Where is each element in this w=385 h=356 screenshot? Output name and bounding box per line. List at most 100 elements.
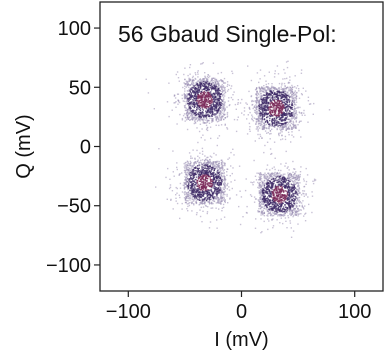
data-point	[269, 174, 271, 177]
data-point	[187, 195, 189, 197]
data-point	[208, 93, 211, 95]
data-point	[281, 113, 284, 116]
data-point	[212, 100, 215, 102]
data-point	[274, 201, 276, 204]
data-point	[202, 83, 205, 85]
data-point	[204, 103, 206, 106]
data-point	[198, 115, 200, 118]
data-point	[304, 205, 306, 207]
data-point	[262, 174, 265, 176]
data-point	[153, 108, 155, 110]
data-point	[226, 106, 228, 108]
data-point	[221, 165, 223, 167]
data-point	[285, 110, 287, 112]
data-point	[249, 126, 251, 128]
data-point	[208, 201, 210, 203]
data-point	[261, 99, 264, 102]
data-point	[224, 187, 226, 189]
data-point	[184, 105, 186, 107]
data-point	[256, 90, 258, 93]
data-point	[261, 190, 264, 193]
data-point	[277, 121, 280, 123]
data-point	[283, 107, 286, 110]
data-point	[284, 209, 287, 211]
data-point	[286, 210, 288, 212]
data-point	[201, 165, 203, 168]
data-point	[272, 212, 274, 214]
data-point	[197, 194, 199, 196]
data-point	[216, 167, 218, 169]
data-point	[274, 72, 276, 75]
data-point	[273, 119, 275, 122]
data-point	[183, 166, 185, 168]
data-point	[261, 107, 263, 109]
data-point	[264, 101, 266, 103]
data-point	[278, 122, 281, 124]
data-point	[223, 77, 226, 80]
data-point	[272, 227, 274, 229]
data-point	[204, 165, 206, 167]
data-point	[220, 111, 222, 114]
data-point	[269, 133, 271, 135]
data-point	[226, 188, 228, 190]
data-point	[288, 184, 290, 186]
data-point	[201, 119, 204, 121]
data-point	[213, 85, 215, 87]
data-point	[282, 114, 285, 116]
data-point	[274, 87, 276, 90]
data-point	[269, 173, 271, 176]
data-point	[194, 112, 196, 114]
data-point	[195, 89, 197, 91]
data-point	[223, 82, 225, 84]
data-point	[211, 118, 213, 120]
data-point	[283, 124, 285, 126]
data-point	[220, 169, 222, 172]
data-point	[208, 101, 210, 103]
data-point	[267, 210, 270, 213]
data-point	[278, 109, 280, 111]
data-point	[285, 220, 287, 222]
data-point	[179, 173, 181, 175]
data-point	[219, 168, 222, 170]
data-point	[205, 190, 207, 193]
data-point	[184, 120, 186, 122]
data-point	[267, 187, 269, 189]
data-point	[255, 123, 257, 125]
data-point	[277, 169, 280, 172]
data-point	[276, 174, 278, 176]
data-point	[205, 99, 207, 101]
data-point	[295, 99, 297, 101]
data-point	[197, 100, 199, 102]
data-point	[207, 160, 210, 163]
data-point	[216, 86, 218, 88]
data-point	[198, 164, 200, 166]
data-point	[270, 181, 272, 184]
data-point	[189, 160, 192, 163]
data-point	[188, 101, 191, 104]
data-point	[284, 201, 287, 203]
data-point	[221, 167, 223, 169]
data-point	[273, 93, 276, 96]
data-point	[211, 78, 213, 80]
data-point	[179, 187, 182, 189]
data-point	[223, 176, 226, 179]
data-point	[206, 182, 208, 185]
data-point	[271, 95, 274, 97]
data-point	[271, 97, 273, 99]
data-point	[221, 117, 223, 119]
data-point	[200, 99, 202, 101]
data-point	[291, 127, 293, 129]
data-point	[209, 196, 211, 199]
data-point	[286, 98, 288, 100]
data-point	[252, 100, 255, 102]
data-point	[187, 163, 189, 165]
data-point	[184, 83, 186, 85]
data-point	[192, 170, 194, 172]
data-point	[208, 161, 210, 164]
data-point	[288, 103, 291, 106]
data-point	[189, 107, 191, 110]
data-point	[262, 105, 264, 107]
data-point	[205, 98, 207, 100]
data-point	[226, 113, 229, 115]
data-point	[249, 111, 251, 114]
